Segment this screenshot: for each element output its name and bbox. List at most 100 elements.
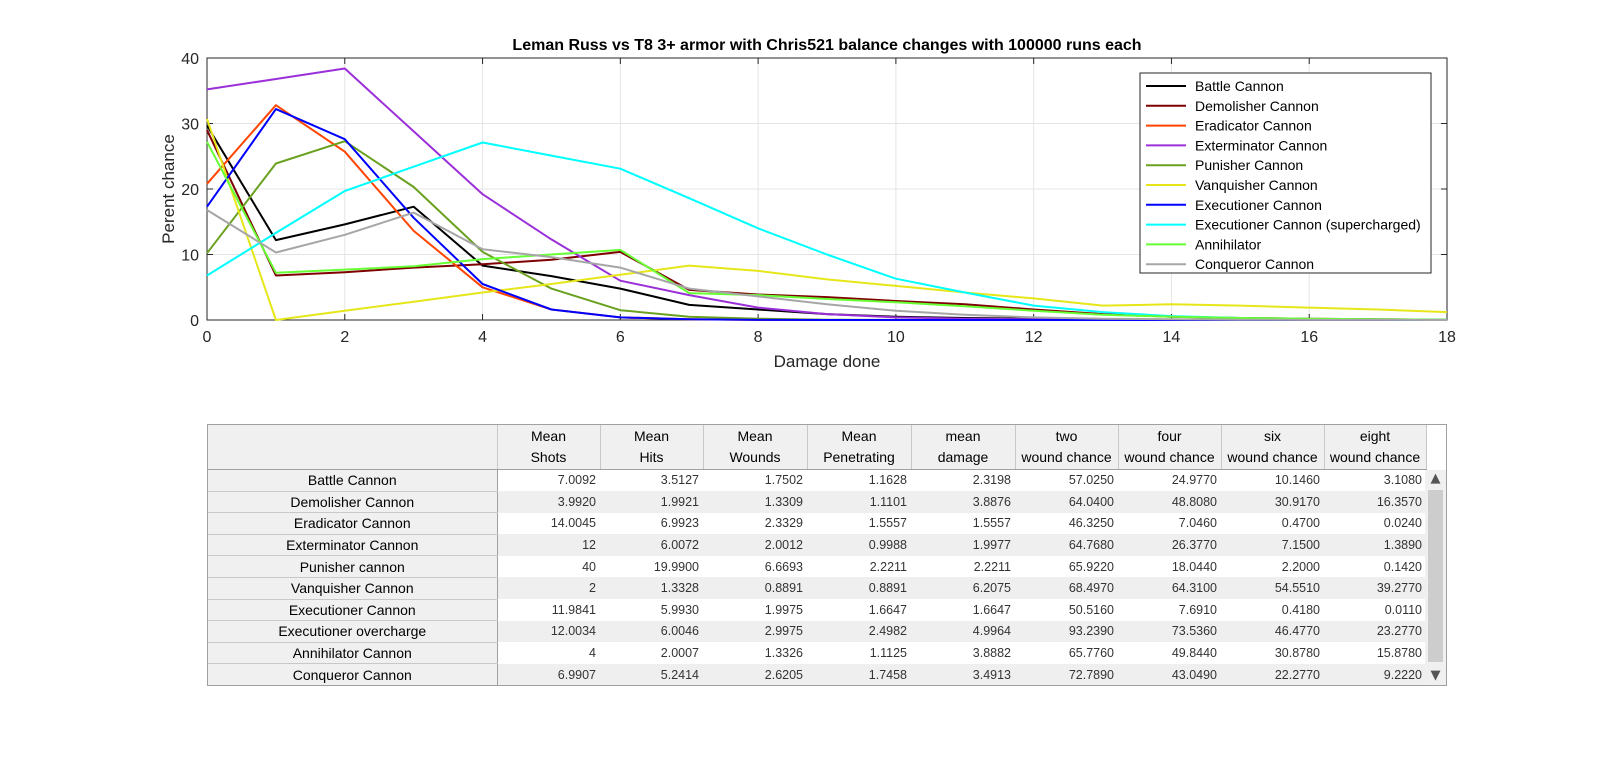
- table-cell[interactable]: 40: [497, 555, 600, 578]
- table-cell[interactable]: 72.7890: [1015, 663, 1118, 685]
- table-cell[interactable]: 2.6205: [703, 663, 807, 685]
- table-cell[interactable]: 11.9841: [497, 599, 600, 621]
- table-cell[interactable]: 0.4700: [1221, 512, 1324, 535]
- table-cell[interactable]: 24.9770: [1118, 469, 1221, 492]
- table-cell[interactable]: 6.6693: [703, 555, 807, 578]
- table-cell[interactable]: 2.0012: [703, 534, 807, 556]
- table-cell[interactable]: 0.0110: [1324, 599, 1426, 621]
- table-cell[interactable]: 3.1080: [1324, 469, 1426, 492]
- table-cell[interactable]: 30.8780: [1221, 642, 1324, 664]
- table-cell[interactable]: 2.3198: [911, 469, 1015, 492]
- table-row[interactable]: Vanquisher Cannon 2 1.3328 0.8891 0.8891 6.20…: [208, 577, 1426, 600]
- table-cell[interactable]: 10.1460: [1221, 469, 1324, 492]
- table-cell[interactable]: 3.8882: [911, 642, 1015, 664]
- table-cell[interactable]: 43.0490: [1118, 663, 1221, 685]
- table-cell[interactable]: 0.9988: [807, 534, 911, 556]
- table-cell[interactable]: 0.8891: [703, 577, 807, 600]
- table-cell[interactable]: 48.8080: [1118, 491, 1221, 513]
- table-cell[interactable]: 6.9923: [600, 512, 703, 535]
- table-cell[interactable]: 0.1420: [1324, 555, 1426, 578]
- table-cell[interactable]: 1.5557: [807, 512, 911, 535]
- table-row[interactable]: Exterminator Cannon 12 6.0072 2.0012 0.9988 1…: [208, 534, 1426, 557]
- table-cell[interactable]: 39.2770: [1324, 577, 1426, 600]
- table-cell[interactable]: 6.2075: [911, 577, 1015, 600]
- table-cell[interactable]: 12: [497, 534, 600, 556]
- table-cell[interactable]: 23.2770: [1324, 620, 1426, 643]
- table-cell[interactable]: 1.5557: [911, 512, 1015, 535]
- table-cell[interactable]: 7.6910: [1118, 599, 1221, 621]
- table-cell[interactable]: 0.8891: [807, 577, 911, 600]
- table-cell[interactable]: 2: [497, 577, 600, 600]
- table-row[interactable]: Executioner overcharge 12.0034 6.0046 2.997…: [208, 620, 1426, 643]
- table-cell[interactable]: 1.3890: [1324, 534, 1426, 556]
- table-cell[interactable]: 50.5160: [1015, 599, 1118, 621]
- table-cell[interactable]: 1.7502: [703, 469, 807, 492]
- table-cell[interactable]: 3.4913: [911, 663, 1015, 685]
- table-cell[interactable]: 6.0046: [600, 620, 703, 643]
- table-cell[interactable]: 1.6647: [807, 599, 911, 621]
- table-cell[interactable]: 2.3329: [703, 512, 807, 535]
- table-cell[interactable]: 1.9921: [600, 491, 703, 513]
- table-cell[interactable]: 64.0400: [1015, 491, 1118, 513]
- table-cell[interactable]: 1.3326: [703, 642, 807, 664]
- table-cell[interactable]: 5.9930: [600, 599, 703, 621]
- table-cell[interactable]: 1.9975: [703, 599, 807, 621]
- table-cell[interactable]: 1.9977: [911, 534, 1015, 556]
- table-row[interactable]: Executioner Cannon 11.9841 5.9930 1.9975 1.6…: [208, 599, 1426, 622]
- table-cell[interactable]: 1.7458: [807, 663, 911, 685]
- table-cell[interactable]: 4.9964: [911, 620, 1015, 643]
- table-cell[interactable]: 7.0092: [497, 469, 600, 492]
- table-cell[interactable]: 22.2770: [1221, 663, 1324, 685]
- vertical-scrollbar[interactable]: ▲ ▼: [1425, 470, 1446, 685]
- scroll-thumb[interactable]: [1428, 490, 1443, 662]
- table-cell[interactable]: 3.9920: [497, 491, 600, 513]
- table-cell[interactable]: 1.1125: [807, 642, 911, 664]
- table-cell[interactable]: 46.4770: [1221, 620, 1324, 643]
- table-cell[interactable]: 7.1500: [1221, 534, 1324, 556]
- table-row[interactable]: Eradicator Cannon 14.0045 6.9923 2.3329 1.55…: [208, 512, 1426, 535]
- table-cell[interactable]: 0.4180: [1221, 599, 1324, 621]
- table-cell[interactable]: 3.5127: [600, 469, 703, 492]
- results-table[interactable]: Mean Shots Mean Hits Mean Wounds Mean Penetrati…: [207, 424, 1447, 686]
- table-cell[interactable]: 3.8876: [911, 491, 1015, 513]
- table-cell[interactable]: 4: [497, 642, 600, 664]
- table-cell[interactable]: 68.4970: [1015, 577, 1118, 600]
- table-cell[interactable]: 6.9907: [497, 663, 600, 685]
- table-cell[interactable]: 7.0460: [1118, 512, 1221, 535]
- table-cell[interactable]: 65.9220: [1015, 555, 1118, 578]
- table-row[interactable]: Demolisher Cannon 3.9920 1.9921 1.3309 1.110…: [208, 491, 1426, 514]
- table-cell[interactable]: 2.0007: [600, 642, 703, 664]
- table-cell[interactable]: 0.0240: [1324, 512, 1426, 535]
- table-cell[interactable]: 26.3770: [1118, 534, 1221, 556]
- table-cell[interactable]: 6.0072: [600, 534, 703, 556]
- table-row[interactable]: Conqueror Cannon 6.9907 5.2414 2.6205 1.7458…: [208, 663, 1426, 685]
- table-cell[interactable]: 18.0440: [1118, 555, 1221, 578]
- table-cell[interactable]: 49.8440: [1118, 642, 1221, 664]
- table-cell[interactable]: 1.1101: [807, 491, 911, 513]
- table-cell[interactable]: 16.3570: [1324, 491, 1426, 513]
- table-cell[interactable]: 30.9170: [1221, 491, 1324, 513]
- table-cell[interactable]: 64.3100: [1118, 577, 1221, 600]
- table-cell[interactable]: 57.0250: [1015, 469, 1118, 492]
- table-cell[interactable]: 46.3250: [1015, 512, 1118, 535]
- table-cell[interactable]: 64.7680: [1015, 534, 1118, 556]
- table-cell[interactable]: 54.5510: [1221, 577, 1324, 600]
- table-cell[interactable]: 2.2211: [807, 555, 911, 578]
- table-cell[interactable]: 15.8780: [1324, 642, 1426, 664]
- table-cell[interactable]: 19.9900: [600, 555, 703, 578]
- table-cell[interactable]: 65.7760: [1015, 642, 1118, 664]
- table-cell[interactable]: 1.1628: [807, 469, 911, 492]
- table-cell[interactable]: 1.3328: [600, 577, 703, 600]
- scroll-down-icon[interactable]: ▼: [1430, 668, 1441, 683]
- table-cell[interactable]: 14.0045: [497, 512, 600, 535]
- table-row[interactable]: Battle Cannon 7.0092 3.5127 1.7502 1.1628 2.3…: [208, 469, 1426, 492]
- table-cell[interactable]: 93.2390: [1015, 620, 1118, 643]
- table-cell[interactable]: 9.2220: [1324, 663, 1426, 685]
- table-row[interactable]: Annihilator Cannon 4 2.0007 1.3326 1.1125 3.8…: [208, 642, 1426, 665]
- table-cell[interactable]: 1.3309: [703, 491, 807, 513]
- table-cell[interactable]: 73.5360: [1118, 620, 1221, 643]
- table-cell[interactable]: 2.4982: [807, 620, 911, 643]
- table-cell[interactable]: 2.2211: [911, 555, 1015, 578]
- table-cell[interactable]: 2.2000: [1221, 555, 1324, 578]
- table-cell[interactable]: 1.6647: [911, 599, 1015, 621]
